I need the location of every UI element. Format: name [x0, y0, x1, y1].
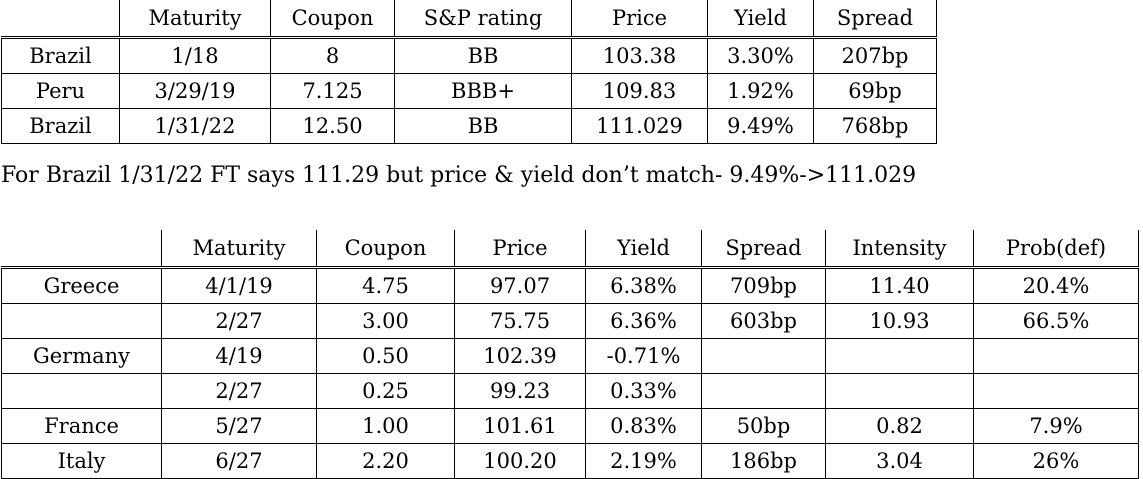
table-cell: 1.00 [316, 408, 455, 444]
table-cell: 2.19% [585, 443, 702, 479]
table-row: Peru 3/29/19 7.125 BBB+ 109.83 1.92% 69b… [1, 73, 937, 109]
table-cell: BBB+ [394, 73, 572, 109]
table-cell: 6/27 [161, 443, 317, 479]
table-row: Greece 4/1/19 4.75 97.07 6.38% 709bp 11.… [1, 266, 1139, 304]
table-cell: 0.82 [825, 408, 974, 444]
table-cell: 603bp [701, 303, 826, 339]
table1-header-row: Maturity Coupon S&P rating Price Yield S… [1, 0, 937, 38]
table-cell: 4/1/19 [161, 266, 317, 304]
table-row: Brazil 1/18 8 BB 103.38 3.30% 207bp [1, 36, 937, 74]
table2-header-cell: Intensity [825, 230, 974, 268]
table-cell: 8 [270, 36, 395, 74]
table1-header-cell: Spread [813, 0, 937, 38]
table-cell: 69bp [813, 73, 937, 109]
table2-header-cell [1, 230, 162, 268]
table-cell [701, 338, 826, 374]
table-cell: 3/29/19 [119, 73, 271, 109]
table-cell: 102.39 [454, 338, 586, 374]
table1-header-cell: Price [571, 0, 708, 38]
table-cell: 7.125 [270, 73, 395, 109]
table-cell: 6.38% [585, 266, 702, 304]
table-cell: 99.23 [454, 373, 586, 409]
table-cell [701, 373, 826, 409]
table-cell: 0.50 [316, 338, 455, 374]
table-cell: 2.20 [316, 443, 455, 479]
table-cell: 11.40 [825, 266, 974, 304]
bond-table-1: Maturity Coupon S&P rating Price Yield S… [1, 0, 937, 144]
table-cell: 7.9% [973, 408, 1139, 444]
table-cell: 75.75 [454, 303, 586, 339]
table-row: Italy 6/27 2.20 100.20 2.19% 186bp 3.04 … [1, 443, 1139, 479]
table-cell: 4.75 [316, 266, 455, 304]
table-cell: 2/27 [161, 373, 317, 409]
table-cell [825, 338, 974, 374]
table-cell: 66.5% [973, 303, 1139, 339]
table-cell: Greece [1, 266, 162, 304]
table-cell: 1/31/22 [119, 108, 271, 144]
table-cell: 0.83% [585, 408, 702, 444]
table-cell [973, 373, 1139, 409]
table-cell: 3.30% [707, 36, 814, 74]
table2-header-cell: Yield [585, 230, 702, 268]
table-row: Brazil 1/31/22 12.50 BB 111.029 9.49% 76… [1, 108, 937, 144]
table2-header-row: Maturity Coupon Price Yield Spread Inten… [1, 230, 1139, 268]
table-cell: Brazil [1, 108, 120, 144]
table1-header-cell: Maturity [119, 0, 271, 38]
table-cell: 3.04 [825, 443, 974, 479]
table-cell: 207bp [813, 36, 937, 74]
table-cell: 97.07 [454, 266, 586, 304]
table-cell: 26% [973, 443, 1139, 479]
bond-table-2: Maturity Coupon Price Yield Spread Inten… [1, 230, 1139, 479]
table-cell: BB [394, 108, 572, 144]
table1-header-cell: S&P rating [394, 0, 572, 38]
table-cell: 2/27 [161, 303, 317, 339]
table-cell: 103.38 [571, 36, 708, 74]
table-row: Germany 4/19 0.50 102.39 -0.71% [1, 338, 1139, 374]
table-cell: Brazil [1, 36, 120, 74]
table-cell: 109.83 [571, 73, 708, 109]
table-cell: 5/27 [161, 408, 317, 444]
price-yield-note: For Brazil 1/31/22 FT says 111.29 but pr… [1, 165, 917, 187]
table-row: 2/27 3.00 75.75 6.36% 603bp 10.93 66.5% [1, 303, 1139, 339]
table-cell: Germany [1, 338, 162, 374]
table2-header-cell: Price [454, 230, 586, 268]
table-cell: 3.00 [316, 303, 455, 339]
table-cell: 101.61 [454, 408, 586, 444]
table2-header-cell: Spread [701, 230, 826, 268]
table1-header-cell [1, 0, 120, 38]
table-cell: 100.20 [454, 443, 586, 479]
table-cell: France [1, 408, 162, 444]
table1-header-cell: Coupon [270, 0, 395, 38]
table-row: 2/27 0.25 99.23 0.33% [1, 373, 1139, 409]
table-cell [825, 373, 974, 409]
table-cell: 186bp [701, 443, 826, 479]
table-cell: 0.33% [585, 373, 702, 409]
table-cell: -0.71% [585, 338, 702, 374]
table-cell: 1/18 [119, 36, 271, 74]
table-cell: 768bp [813, 108, 937, 144]
table-cell: Peru [1, 73, 120, 109]
table-cell [1, 373, 162, 409]
table2-header-cell: Coupon [316, 230, 455, 268]
table2-header-cell: Prob(def) [973, 230, 1139, 268]
table-cell: Italy [1, 443, 162, 479]
table-cell: 111.029 [571, 108, 708, 144]
table-cell [973, 338, 1139, 374]
table1-header-cell: Yield [707, 0, 814, 38]
table-row: France 5/27 1.00 101.61 0.83% 50bp 0.82 … [1, 408, 1139, 444]
table-cell: 1.92% [707, 73, 814, 109]
table-cell: 50bp [701, 408, 826, 444]
table-cell: 10.93 [825, 303, 974, 339]
table-cell [1, 303, 162, 339]
table-cell: 0.25 [316, 373, 455, 409]
table2-header-cell: Maturity [161, 230, 317, 268]
table-cell: BB [394, 36, 572, 74]
table-cell: 709bp [701, 266, 826, 304]
table-cell: 20.4% [973, 266, 1139, 304]
table-cell: 6.36% [585, 303, 702, 339]
table-cell: 4/19 [161, 338, 317, 374]
table-cell: 12.50 [270, 108, 395, 144]
table-cell: 9.49% [707, 108, 814, 144]
